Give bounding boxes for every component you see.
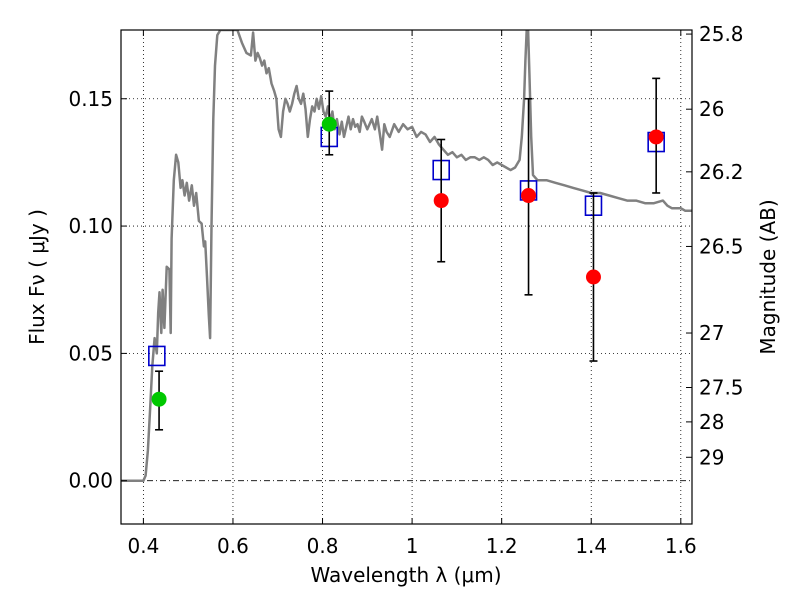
y-axis-title: Flux Fν ( μJy ) xyxy=(25,209,49,345)
x-tick-label-4: 1.2 xyxy=(486,534,518,558)
y-tick-label-2: 0.10 xyxy=(68,214,113,238)
observed-point-3-1 xyxy=(321,116,337,132)
tick-marks xyxy=(121,30,692,524)
magnitude-tick-label-4: 27 xyxy=(699,321,724,345)
observed-point-4-0 xyxy=(433,193,449,209)
magnitude-tick-label-7: 29 xyxy=(699,445,724,469)
right-axis-title: Magnitude (AB) xyxy=(756,199,780,354)
y-tick-label-3: 0.15 xyxy=(68,87,113,111)
marker-layer xyxy=(148,77,665,431)
x-axis-title: Wavelength λ (μm) xyxy=(310,563,501,587)
observed-point-3-0 xyxy=(151,391,167,407)
x-tick-label-1: 0.6 xyxy=(217,534,249,558)
x-tick-label-2: 0.8 xyxy=(307,534,339,558)
x-tick-label-3: 1 xyxy=(406,534,419,558)
magnitude-tick-label-1: 26 xyxy=(699,97,724,121)
observed-point-4-3 xyxy=(648,129,664,145)
magnitude-tick-label-6: 28 xyxy=(699,410,724,434)
magnitude-tick-label-2: 26.2 xyxy=(699,160,744,184)
magnitude-tick-label-0: 25.8 xyxy=(699,22,744,46)
y-tick-label-1: 0.05 xyxy=(68,341,113,365)
magnitude-tick-label-3: 26.5 xyxy=(699,234,744,258)
x-tick-label-5: 1.4 xyxy=(575,534,607,558)
observed-point-4-1 xyxy=(521,188,537,204)
magnitude-tick-label-5: 27.5 xyxy=(699,376,744,400)
observed-point-4-2 xyxy=(585,269,601,285)
y-tick-label-0: 0.00 xyxy=(68,469,113,493)
tick-labels: 0.4 0.6 0.8 1 1.2 1.4 1.6 0.00 0.05 0.10 0.15 25.8 2… xyxy=(68,22,743,558)
model-square-0 xyxy=(148,345,166,367)
x-tick-label-0: 0.4 xyxy=(127,534,159,558)
x-tick-label-6: 1.6 xyxy=(665,534,697,558)
plot-frame xyxy=(120,29,693,525)
